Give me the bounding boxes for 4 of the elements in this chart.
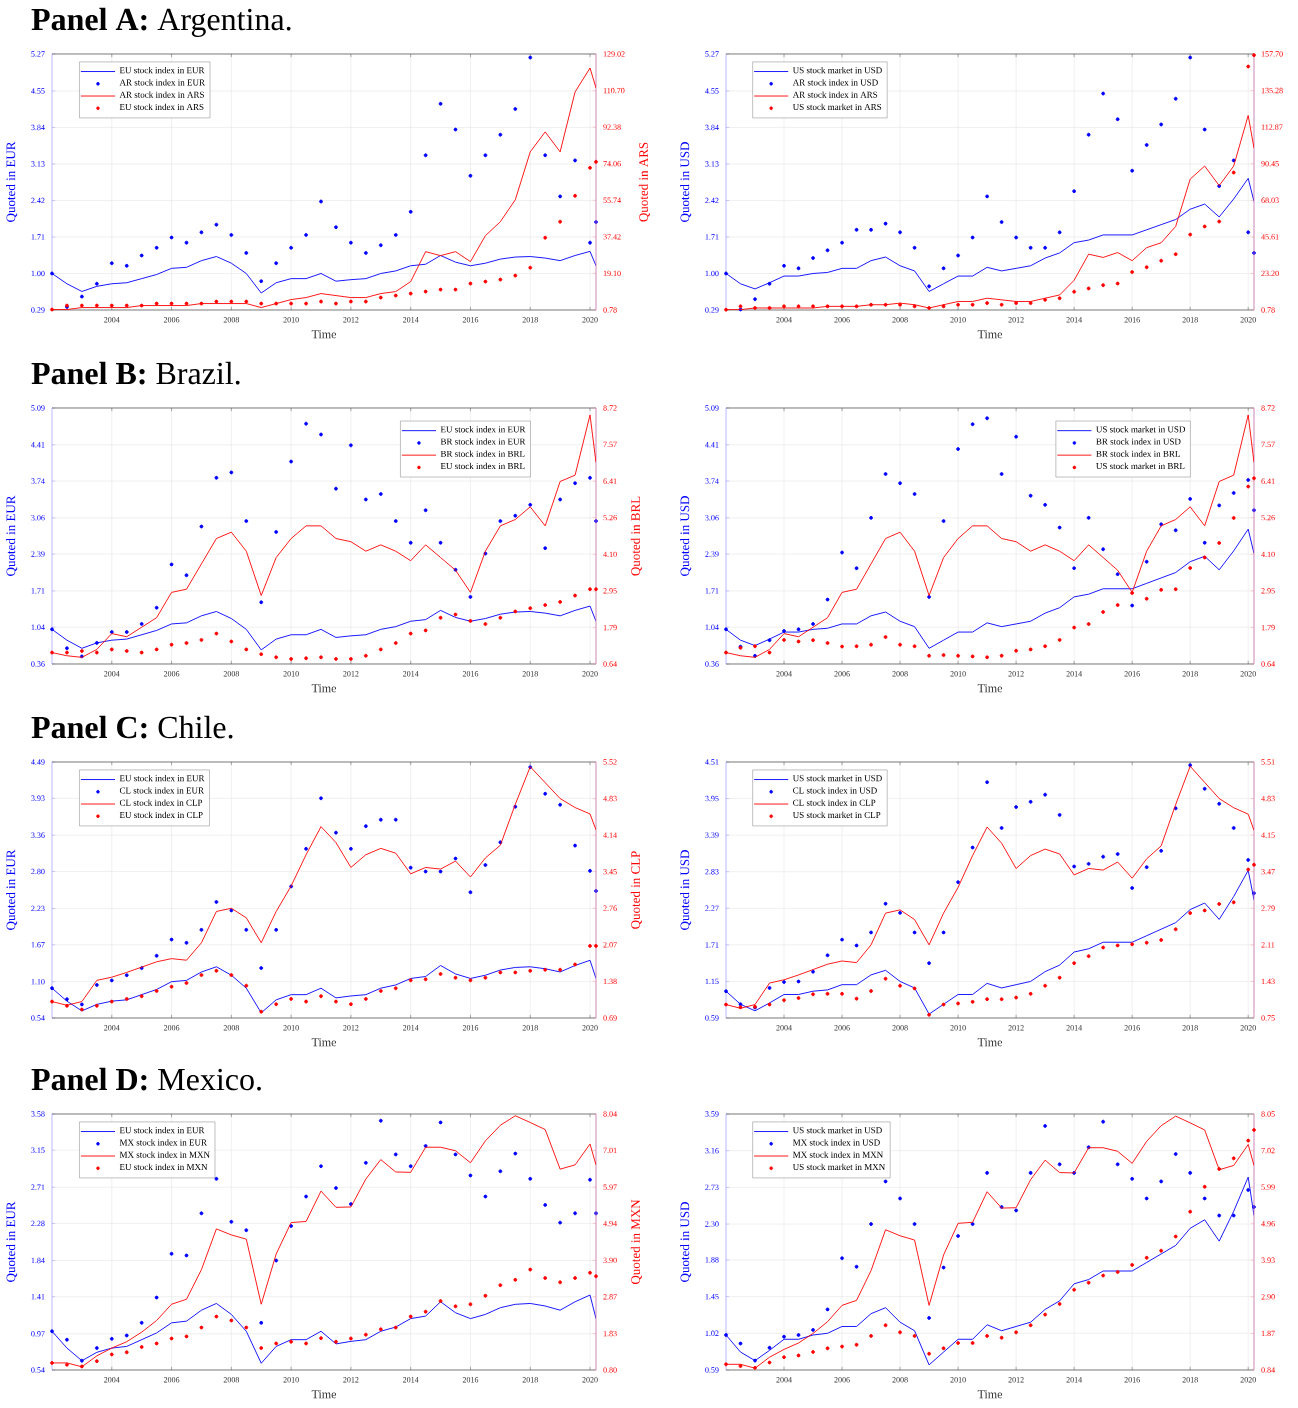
chart-title: Panel B: Brazil. bbox=[31, 361, 240, 385]
chart-title: Panel A: Argentina. bbox=[31, 7, 291, 37]
chart-title: Panel D: Mexico. bbox=[31, 1067, 261, 1091]
chart-title: Panel C: Chile. bbox=[31, 715, 233, 739]
